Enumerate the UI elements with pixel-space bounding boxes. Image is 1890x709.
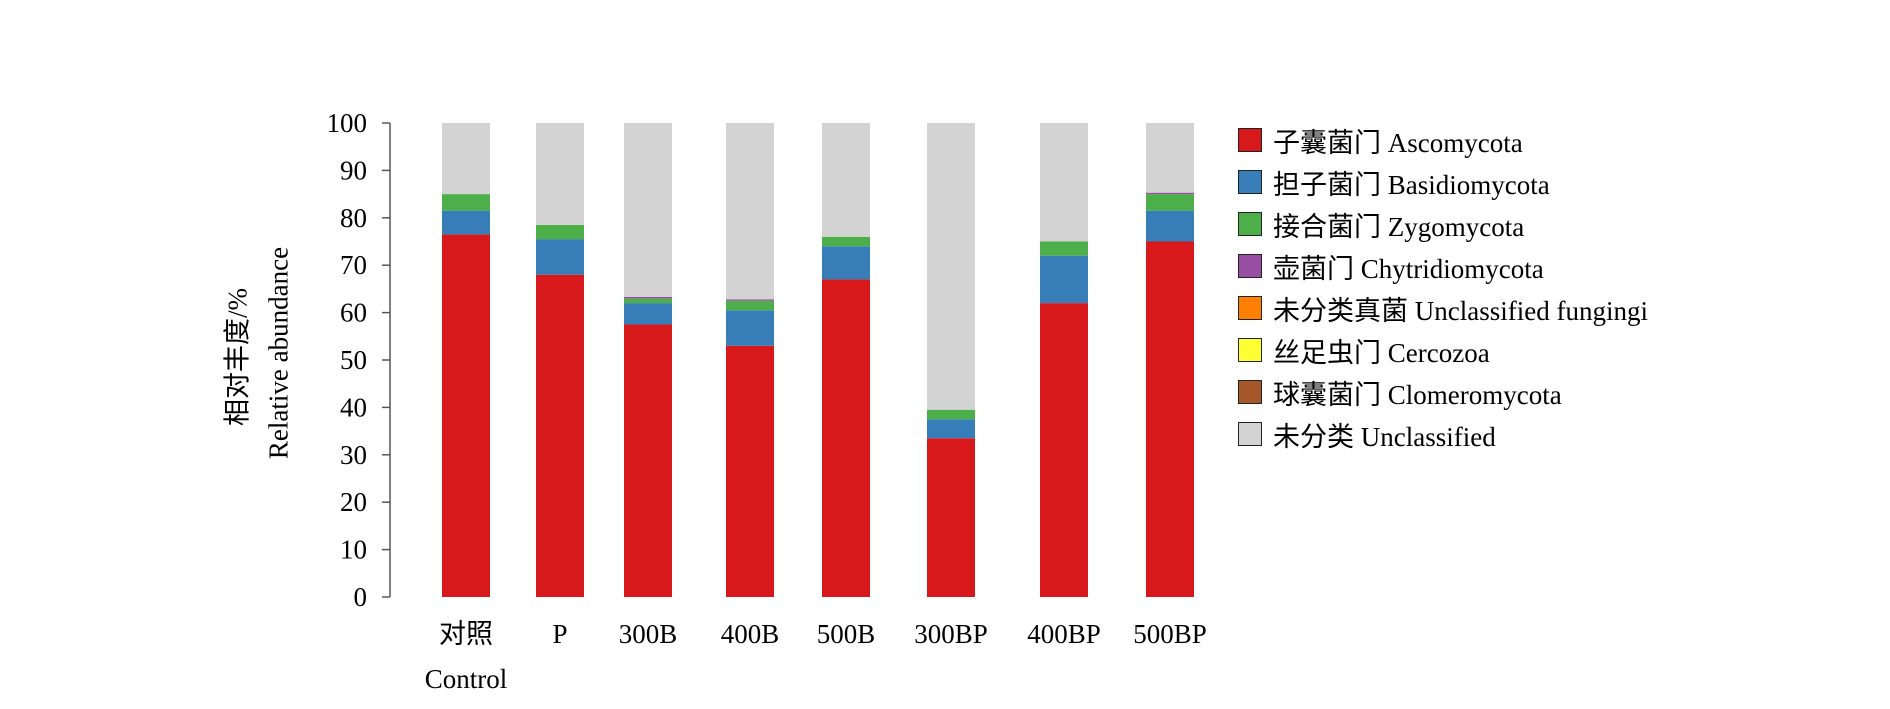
legend-swatch bbox=[1238, 338, 1262, 362]
legend-item: 丝足虫门 Cercozoa bbox=[1238, 329, 1648, 371]
x-tick-label: 对照 bbox=[439, 619, 493, 649]
legend-swatch bbox=[1238, 296, 1262, 320]
legend-label: 球囊菌门 Clomeromycota bbox=[1273, 379, 1562, 410]
x-tick-label: 300BP bbox=[914, 619, 988, 649]
legend-item: 接合菌门 Zygomycota bbox=[1238, 203, 1648, 245]
y-tick-label: 10 bbox=[340, 535, 367, 565]
bar-segment bbox=[536, 239, 584, 275]
bar-segment bbox=[927, 419, 975, 439]
legend-item: 球囊菌门 Clomeromycota bbox=[1238, 371, 1648, 413]
y-tick-label: 100 bbox=[327, 108, 368, 138]
bar-segment bbox=[822, 246, 870, 280]
bar-segment bbox=[1040, 241, 1088, 256]
legend-label: 未分类 Unclassified bbox=[1273, 421, 1496, 452]
x-tick-label: 300B bbox=[619, 619, 678, 649]
bar-segment bbox=[624, 296, 672, 299]
legend-item: 未分类真菌 Unclassified fungingi bbox=[1238, 287, 1648, 329]
legend: 子囊菌门 Ascomycota 担子菌门 Basidiomycota 接合菌门 Zy… bbox=[1238, 119, 1648, 455]
x-tick-label: P bbox=[552, 619, 567, 649]
x-tick-label: 400B bbox=[721, 619, 780, 649]
legend-item: 未分类 Unclassified bbox=[1238, 413, 1648, 455]
y-axis-label-chinese: 相对丰度/% bbox=[222, 288, 253, 426]
bar-segment bbox=[624, 298, 672, 304]
bar-segment bbox=[1146, 210, 1194, 242]
bar-segment bbox=[927, 123, 975, 410]
x-tick-label: 500B bbox=[817, 619, 876, 649]
x-tick-labels: 对照 Control P 300B 400B 500B 300BP 400BP 500BP bbox=[425, 619, 1207, 694]
x-tick-label: 400BP bbox=[1027, 619, 1101, 649]
bar-segment bbox=[1040, 123, 1088, 242]
bar-segment bbox=[536, 274, 584, 597]
x-tick-label-secondary: Control bbox=[425, 664, 508, 694]
y-tick-label: 20 bbox=[340, 487, 367, 517]
x-tick-label: 500BP bbox=[1133, 619, 1207, 649]
bar-segment bbox=[927, 438, 975, 597]
bar-segment bbox=[1146, 194, 1194, 211]
bar-segment bbox=[1040, 303, 1088, 597]
bar-segment bbox=[726, 299, 774, 301]
bar-segment bbox=[536, 224, 584, 240]
legend-swatch bbox=[1238, 128, 1262, 152]
bar-segment bbox=[624, 303, 672, 325]
bar-segment bbox=[726, 300, 774, 311]
bar-segment bbox=[822, 236, 870, 247]
legend-label: 接合菌门 Zygomycota bbox=[1273, 211, 1525, 242]
bar-segment bbox=[624, 324, 672, 597]
bar-segment bbox=[442, 194, 490, 211]
legend-label: 未分类真菌 Unclassified fungingi bbox=[1273, 295, 1648, 326]
y-tick-label: 30 bbox=[340, 440, 367, 470]
legend-label: 子囊菌门 Ascomycota bbox=[1273, 127, 1523, 158]
bar-segment bbox=[726, 123, 774, 300]
bars bbox=[442, 123, 1194, 597]
legend-label: 担子菌门 Basidiomycota bbox=[1273, 169, 1550, 200]
bar-segment bbox=[1040, 255, 1088, 304]
bar-segment bbox=[1146, 192, 1194, 195]
y-tick-label: 90 bbox=[340, 155, 367, 185]
legend-swatch bbox=[1238, 212, 1262, 236]
bar-segment bbox=[927, 409, 975, 420]
legend-label: 丝足虫门 Cercozoa bbox=[1273, 337, 1490, 368]
legend-swatch bbox=[1238, 170, 1262, 194]
bar-segment bbox=[726, 310, 774, 346]
bar-segment bbox=[1146, 123, 1194, 193]
y-tick-label: 60 bbox=[340, 298, 367, 328]
y-tick-labels: 0 10 20 30 40 50 60 70 80 90 100 bbox=[327, 108, 368, 612]
bar-segment bbox=[624, 123, 672, 297]
y-tick-label: 70 bbox=[340, 250, 367, 280]
legend-label: 壶菌门 Chytridiomycota bbox=[1273, 253, 1544, 284]
y-axis-label-english: Relative abundance bbox=[263, 246, 294, 460]
legend-swatch bbox=[1238, 380, 1262, 404]
y-tick-label: 40 bbox=[340, 392, 367, 422]
bar-segment bbox=[822, 279, 870, 597]
bar-segment bbox=[726, 345, 774, 597]
y-tick-label: 80 bbox=[340, 203, 367, 233]
bar-segment bbox=[1146, 241, 1194, 597]
legend-item: 壶菌门 Chytridiomycota bbox=[1238, 245, 1648, 287]
bar-segment bbox=[442, 123, 490, 195]
bar-segment bbox=[442, 234, 490, 597]
legend-swatch bbox=[1238, 254, 1262, 278]
legend-item: 担子菌门 Basidiomycota bbox=[1238, 161, 1648, 203]
y-tick-label: 0 bbox=[354, 582, 368, 612]
bar-segment bbox=[442, 210, 490, 235]
bar-segment bbox=[536, 123, 584, 225]
axes bbox=[382, 122, 391, 598]
y-tick-label: 50 bbox=[340, 345, 367, 375]
bar-segment bbox=[822, 123, 870, 237]
legend-item: 子囊菌门 Ascomycota bbox=[1238, 119, 1648, 161]
legend-swatch bbox=[1238, 422, 1262, 446]
